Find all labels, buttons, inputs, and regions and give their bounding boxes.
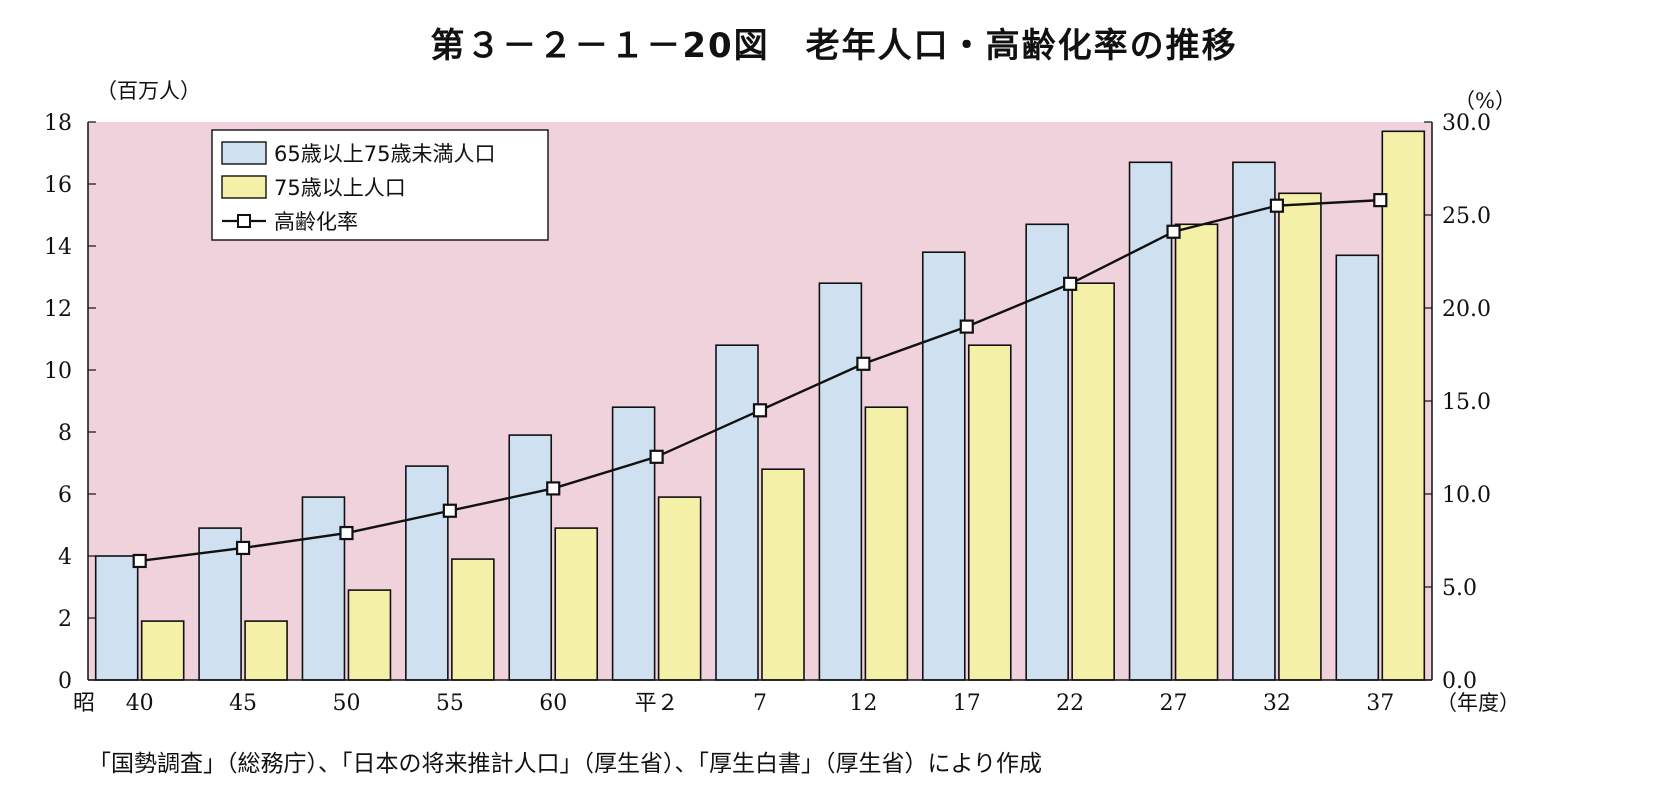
aging-rate-point: [546, 481, 561, 496]
aging-rate-point: [856, 356, 871, 371]
legend-label-65-74: 65歳以上75歳未満人口: [274, 142, 495, 166]
bar-75-plus: [347, 589, 392, 681]
y-right-tick-label: 15.0: [1442, 390, 1491, 415]
y-left-unit: （百万人）: [96, 79, 201, 103]
bar-75-plus: [451, 558, 495, 681]
aging-rate-point: [649, 449, 664, 464]
bar-65-74: [508, 434, 553, 681]
bar-65-74: [405, 465, 449, 681]
legend-label-aging-rate: 高齢化率: [274, 210, 358, 234]
y-left-tick-label: 10: [44, 359, 72, 384]
y-right-tick-label: 25.0: [1442, 204, 1491, 229]
y-left-tick-label: 16: [44, 173, 72, 198]
y-left-tick-label: 14: [44, 235, 72, 260]
bar-75-plus: [967, 344, 1012, 681]
bar-65-74: [1232, 161, 1276, 681]
aging-rate-point: [235, 540, 251, 556]
y-right-tick-label: 5.0: [1442, 576, 1477, 601]
x-tick-label: 7: [753, 691, 767, 716]
bar-75-plus: [761, 468, 805, 681]
aging-rate-point: [1166, 224, 1181, 239]
x-tick-label: 60: [539, 691, 567, 716]
y-left-tick-label: 12: [44, 297, 72, 322]
y-right-tick-label: 10.0: [1442, 483, 1491, 508]
x-tick-label: 40: [126, 691, 154, 716]
x-tick-label: 平２: [635, 691, 679, 716]
chart-title: 第３－２－１－20図 老年人口・高齢化率の推移: [430, 26, 1238, 66]
bar-75-plus: [1071, 282, 1115, 681]
aging-rate-point: [959, 319, 974, 334]
axes-group: 0 2 4 6 8 10 12 14 16 18 0.0 5.0 10.0 15.0 20.0 25.0 30.…: [44, 79, 1520, 716]
source-note: 「国勢調査」（総務庁）、「日本の将来推計人口」（厚生省）、「厚生白書」（厚生省）…: [88, 751, 1043, 777]
x-unit: （年度）: [1436, 691, 1520, 715]
aging-rate-point: [1373, 193, 1388, 208]
x-tick-label: 37: [1366, 691, 1394, 716]
y-left-tick-label: 18: [44, 111, 72, 136]
bar-65-74: [1128, 161, 1173, 681]
legend-swatch-65-74: [221, 141, 267, 165]
legend-box: [211, 129, 549, 241]
x-tick-label: 32: [1263, 691, 1291, 716]
y-left-tick-label: 4: [58, 545, 72, 570]
aging-rate-point: [752, 403, 768, 418]
bar-65-74: [301, 496, 346, 681]
y-right-tick-label: 20.0: [1442, 297, 1491, 322]
y-right-tick-label: 0.0: [1442, 669, 1477, 694]
bar-65-74: [1335, 254, 1380, 681]
x-tick-label: 55: [436, 691, 464, 716]
legend-swatch-75-plus: [221, 175, 267, 199]
bar-75-plus: [244, 620, 288, 681]
aging-rate-point: [442, 503, 457, 518]
aging-rate-point: [132, 553, 147, 569]
x-tick-label: 17: [953, 691, 981, 716]
line-group: [132, 193, 1388, 569]
x-tick-label: 50: [332, 691, 360, 716]
bar-75-plus: [864, 406, 909, 681]
x-tick-label: 27: [1160, 691, 1188, 716]
y-left-tick-label: 8: [58, 421, 72, 446]
legend-label-75-plus: 75歳以上人口: [274, 176, 406, 200]
era-marker-showa: 昭: [73, 691, 95, 716]
bar-65-74: [94, 555, 139, 681]
bar-75-plus: [1174, 223, 1219, 681]
bar-75-plus: [1278, 192, 1322, 681]
y-right-tick-label: 30.0: [1442, 111, 1491, 136]
bar-65-74: [715, 344, 759, 681]
x-tick-label: 22: [1056, 691, 1084, 716]
bar-75-plus: [1381, 130, 1426, 681]
bar-75-plus: [140, 620, 185, 681]
x-tick-label: 45: [229, 691, 257, 716]
bar-75-plus: [657, 496, 702, 681]
y-left-tick-label: 2: [58, 607, 72, 632]
y-left-tick-label: 0: [58, 669, 72, 694]
bar-75-plus: [554, 527, 599, 681]
aging-rate-point: [1269, 198, 1285, 213]
chart: 0 2 4 6 8 10 12 14 16 18 0.0 5.0 10.0 15.0 20.0 25.0 30.…: [44, 79, 1520, 716]
bar-65-74: [611, 406, 656, 681]
y-right-unit: （%）: [1454, 89, 1516, 113]
bar-65-74: [921, 251, 966, 681]
x-tick-label: 12: [849, 691, 877, 716]
bar-65-74: [818, 282, 863, 681]
aging-rate-point: [339, 525, 354, 541]
aging-rate-point: [1063, 276, 1078, 291]
legend-marker: [237, 214, 251, 228]
y-left-tick-label: 6: [58, 483, 72, 508]
